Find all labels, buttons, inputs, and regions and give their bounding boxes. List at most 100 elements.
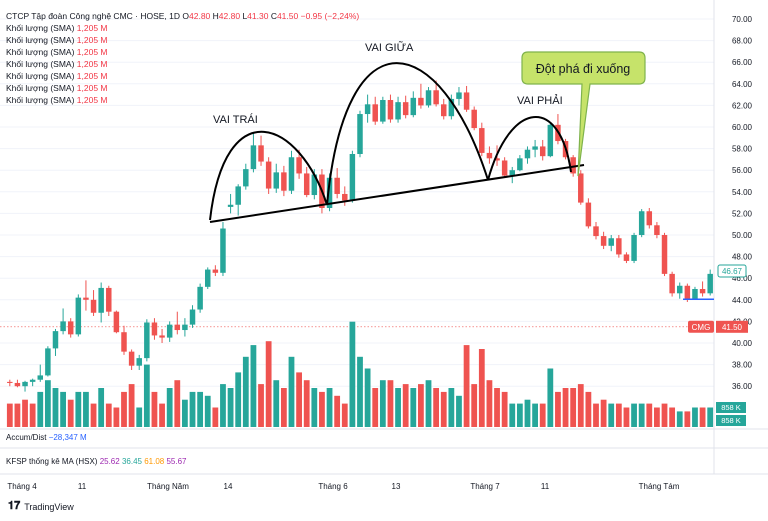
volume-bar	[463, 345, 470, 427]
y-tick-label: 38.00	[732, 361, 753, 370]
accum-dist-label: Accum/Dist	[6, 433, 47, 442]
y-tick-label: 52.00	[732, 209, 753, 218]
candle-body	[433, 90, 439, 105]
volume-bar	[22, 399, 28, 427]
volume-bar	[395, 388, 401, 427]
volume-bar	[707, 407, 714, 427]
candle-body	[410, 97, 417, 116]
candle-body	[593, 226, 599, 237]
candle-body	[357, 114, 363, 154]
candle-body	[174, 324, 181, 331]
x-tick-label: 11	[78, 482, 87, 491]
candle-body	[220, 228, 226, 273]
kfsp-value: 25.62	[99, 457, 120, 466]
ohlc-value-l: 41.30	[247, 11, 269, 21]
volume-bar	[83, 391, 89, 427]
candle-body	[387, 100, 394, 120]
candle-body	[364, 104, 371, 115]
ohlc-value-h: 42.80	[218, 11, 241, 21]
volume-bar	[593, 403, 599, 427]
neckline	[209, 164, 585, 223]
candle-body	[661, 235, 668, 274]
volume-bar	[608, 403, 615, 427]
volume-sma-label: Khối lượng (SMA)	[6, 71, 77, 81]
volume-bar	[425, 380, 432, 427]
kfsp-values: 25.62 36.45 61.08 55.67	[100, 457, 187, 466]
volume-bar	[600, 399, 607, 427]
candle-body	[479, 128, 485, 153]
y-tick-label: 70.00	[732, 15, 753, 24]
x-tick-label: Tháng Năm	[147, 482, 189, 491]
candle-body	[258, 145, 264, 162]
volume-bar	[235, 372, 242, 427]
volume-bar	[75, 391, 82, 427]
x-tick-label: 14	[224, 482, 233, 491]
volume-sma-row: Khối lượng (SMA) 1,205 M	[6, 82, 359, 94]
candle-body	[144, 322, 150, 359]
volume-bar	[212, 407, 219, 427]
y-tick-label: 46.00	[732, 274, 753, 283]
volume-bar	[227, 388, 234, 427]
candle-body	[250, 145, 257, 170]
candle-body	[342, 193, 348, 201]
ticker-tag	[688, 320, 714, 333]
candle-body	[349, 154, 356, 201]
candle-body	[585, 202, 592, 227]
volume-bar	[448, 388, 455, 427]
candle-body	[395, 102, 401, 120]
volume-bar	[631, 403, 637, 427]
volume-bar	[265, 341, 272, 427]
candle-body	[456, 92, 462, 99]
volume-bar	[44, 380, 51, 427]
volume-bar	[501, 391, 508, 427]
brand-name: TradingView	[24, 501, 74, 512]
candle-body	[83, 297, 89, 300]
breakout-callout-text: Đột phá đi xuống	[536, 62, 631, 76]
volume-bar	[280, 388, 287, 427]
candle-body	[539, 146, 546, 157]
candle-body	[441, 104, 447, 117]
candle-body	[326, 177, 333, 208]
candle-body	[631, 235, 637, 261]
candle-body	[90, 299, 97, 313]
candle-body	[707, 273, 713, 294]
y-tick-label: 44.00	[732, 296, 753, 305]
candlesticks	[7, 80, 713, 392]
volume-bar	[638, 403, 645, 427]
volume-sma-label: Khối lượng (SMA)	[6, 83, 77, 93]
volume-bar	[197, 391, 204, 427]
volume-sma-row: Khối lượng (SMA) 1,205 M	[6, 22, 359, 34]
volume-sma-row: Khối lượng (SMA) 1,205 M	[6, 94, 359, 106]
volume-bar	[570, 388, 577, 427]
volume-bar	[90, 403, 97, 427]
accum-dist-value: −28,347 M	[48, 433, 87, 442]
volume-bar	[105, 403, 112, 427]
y-tick-label: 62.00	[732, 101, 753, 110]
volume-tag-text: 858 K	[721, 403, 741, 412]
candle-body	[303, 173, 310, 196]
volume-bar	[669, 407, 676, 427]
symbol-title: CTCP Tập đoàn Công nghệ CMC · HOSE, 1D	[6, 11, 181, 21]
candle-body	[380, 100, 386, 122]
candle-body	[281, 172, 287, 191]
candle-body	[7, 381, 13, 383]
y-tick-label: 66.00	[732, 58, 753, 67]
volume-bar	[128, 384, 135, 427]
volume-bar	[402, 384, 409, 427]
ohlc-key-l: L	[240, 11, 248, 21]
y-tick-label: 64.00	[732, 80, 753, 89]
volume-bar	[615, 403, 622, 427]
volume-legend: Khối lượng (SMA) 1,205 M Khối lượng (SMA)…	[6, 22, 359, 106]
volume-sma-label: Khối lượng (SMA)	[6, 59, 77, 69]
candle-body	[486, 152, 493, 159]
tradingview-footer[interactable]: 𝟏𝟕 TradingView	[8, 500, 74, 513]
volume-bar	[555, 391, 561, 427]
candle-body	[288, 157, 295, 191]
volume-bar	[532, 403, 538, 427]
candle-body	[654, 225, 660, 235]
volume-bar	[296, 372, 302, 427]
volume-tag	[716, 415, 746, 426]
volume-bar	[174, 380, 181, 427]
volume-bar	[151, 391, 158, 427]
